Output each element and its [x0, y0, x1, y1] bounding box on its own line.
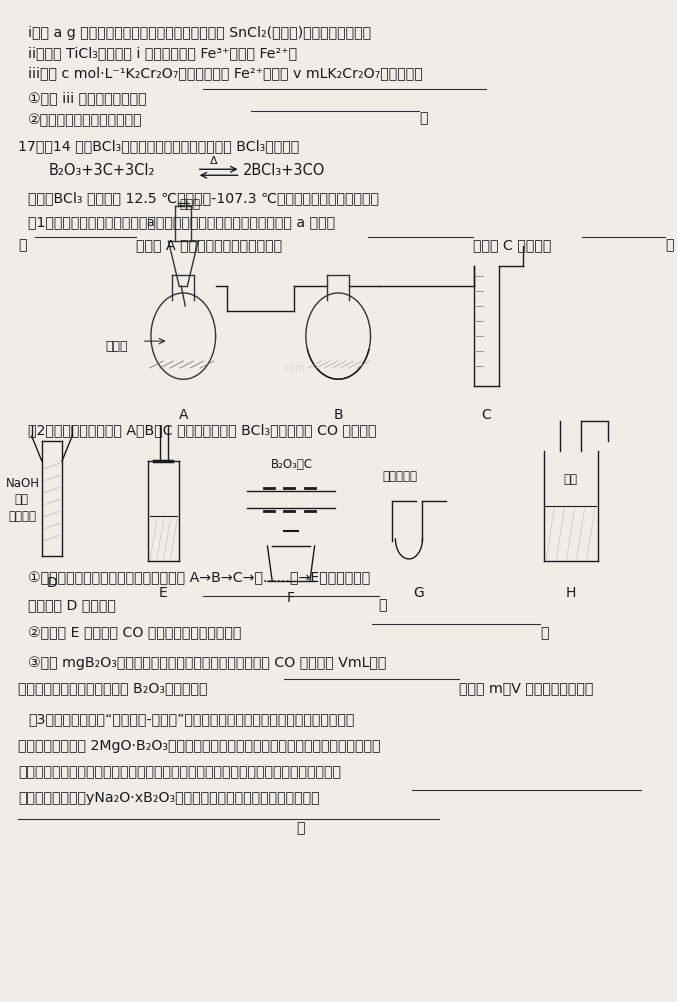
- Text: 。: 。: [665, 238, 674, 253]
- Text: iii．用 c mol·L⁻¹K₂Cr₂O₇标准溶液滴定 Fe²⁺，消耗 v mLK₂Cr₂O₇标准溶液。: iii．用 c mol·L⁻¹K₂Cr₂O₇标准溶液滴定 Fe²⁺，消耗 v m…: [28, 66, 423, 80]
- Text: 溶液: 溶液: [15, 493, 29, 505]
- Text: H: H: [565, 586, 575, 600]
- Text: G: G: [414, 586, 424, 600]
- Text: D: D: [47, 576, 58, 590]
- Text: NaOH: NaOH: [6, 477, 40, 490]
- Text: ③若以 mgB₂O₃为原料与足量灰粉充分反应，最后收集到 CO 的体积为 VmL（已: ③若以 mgB₂O₃为原料与足量灰粉充分反应，最后收集到 CO 的体积为 VmL…: [28, 656, 387, 670]
- Text: 无水氯化馒: 无水氯化馒: [382, 470, 417, 483]
- Text: 2BCl₃+3CO: 2BCl₃+3CO: [242, 163, 325, 178]
- Text: B₂O₃和C: B₂O₃和C: [271, 458, 313, 471]
- Text: A: A: [179, 408, 188, 422]
- Text: 得到含多畴酸钓（yNa₂O·xB₂O₃）的滤液。该过程的化学反应方程式为: 得到含多畴酸钓（yNa₂O·xB₂O₃）的滤液。该过程的化学反应方程式为: [18, 791, 320, 805]
- Text: C: C: [481, 408, 492, 422]
- Text: （足量）: （足量）: [8, 510, 36, 523]
- Text: a: a: [146, 216, 154, 229]
- Text: ii．加入 TiCl₃，恰好将 i 中残余的少量 Fe³⁺还原为 Fe²⁺；: ii．加入 TiCl₃，恰好将 i 中残余的少量 Fe³⁺还原为 Fe²⁺；: [28, 46, 297, 60]
- Text: ，装置 A 中发生反应的化学方程式为: ，装置 A 中发生反应的化学方程式为: [136, 238, 282, 253]
- Text: 化碳，在一定的温度、压力下进行砖解反应。反应后的料浆进行过滤，除去含镁滤渣，: 化碳，在一定的温度、压力下进行砖解反应。反应后的料浆进行过滤，除去含镁滤渣，: [18, 765, 341, 779]
- Text: B₂O₃+3C+3Cl₂: B₂O₃+3C+3Cl₂: [49, 163, 155, 178]
- Text: （3）工业上常采用“多畴酸钓-硫酸法”制取畴酸。其中最重要的一步是将焙烧好的畴: （3）工业上常采用“多畴酸钓-硫酸法”制取畴酸。其中最重要的一步是将焙烧好的畴: [28, 711, 355, 725]
- Text: 冰水: 冰水: [563, 473, 577, 486]
- Text: ②用装置 E 测量生成 CO 的体积，读数前的操作是: ②用装置 E 测量生成 CO 的体积，读数前的操作是: [28, 626, 242, 640]
- Text: 17．（14 分）BCl₃可用于制备畴酸，实验室制备 BCl₃的原理为: 17．（14 分）BCl₃可用于制备畴酸，实验室制备 BCl₃的原理为: [18, 139, 299, 153]
- Text: （2）乙组同学选用装置 A、B、C 和下列装置制备 BCl₃并测量生成 CO 的体积。: （2）乙组同学选用装置 A、B、C 和下列装置制备 BCl₃并测量生成 CO 的…: [28, 423, 377, 437]
- Text: 矿粉（主要成分为 2MgO·B₂O₃）加入适量的纯碱溶液，配成料浆，在砖解罐内通入二氧: 矿粉（主要成分为 2MgO·B₂O₃）加入适量的纯碱溶液，配成料浆，在砖解罐内通…: [18, 738, 380, 753]
- Text: （用含 m、V 的代数式表示）。: （用含 m、V 的代数式表示）。: [460, 681, 594, 694]
- Text: 浓盐酸: 浓盐酸: [180, 198, 201, 211]
- Text: E: E: [158, 586, 167, 600]
- Text: 。: 。: [18, 821, 306, 835]
- Text: 。: 。: [419, 111, 427, 125]
- Text: 为: 为: [18, 238, 26, 253]
- Text: 折算为标准状况），则理论上 B₂O₃的转化率为: 折算为标准状况），则理论上 B₂O₃的转化率为: [18, 681, 208, 694]
- Text: F: F: [287, 591, 295, 605]
- Text: （1）甲组同学拟用下列装置制备干燥纯净的氯气（不用收集）：装置 a 的名称: （1）甲组同学拟用下列装置制备干燥纯净的氯气（不用收集）：装置 a 的名称: [28, 215, 336, 229]
- Text: ，装置 C 的作用是: ，装置 C 的作用是: [473, 238, 551, 253]
- Text: 漂白粉: 漂白粉: [106, 340, 129, 353]
- Text: 已知：BCl₃ 的永点为 12.5 ℃，熳点为-107.3 ℃，易潮解。回答下列问题：: 已知：BCl₃ 的永点为 12.5 ℃，熳点为-107.3 ℃，易潮解。回答下列…: [28, 191, 379, 205]
- Text: .com: .com: [281, 363, 305, 373]
- Text: ①步骤 iii 的离子方程式是：: ①步骤 iii 的离子方程式是：: [28, 91, 147, 105]
- Text: 。: 。: [540, 626, 549, 640]
- Text: ①乙组同学的实验装置连接的合理顺序为 A→B→C→（......）→E（填字母）。: ①乙组同学的实验装置连接的合理顺序为 A→B→C→（......）→E（填字母）…: [28, 571, 370, 585]
- Text: B: B: [333, 408, 343, 422]
- Text: ②产物中铁元素的质量分数为: ②产物中铁元素的质量分数为: [28, 113, 143, 127]
- Text: 其中装置 D 的作用是: 其中装置 D 的作用是: [28, 598, 116, 612]
- Text: 。: 。: [378, 598, 387, 612]
- Text: i．取 a g 样品，加入过量盐酸充分溶解，再滴加 SnCl₂(还原剂)至溶液呼浅黄色；: i．取 a g 样品，加入过量盐酸充分溶解，再滴加 SnCl₂(还原剂)至溶液呼…: [28, 26, 372, 40]
- Text: Δ: Δ: [210, 156, 218, 166]
